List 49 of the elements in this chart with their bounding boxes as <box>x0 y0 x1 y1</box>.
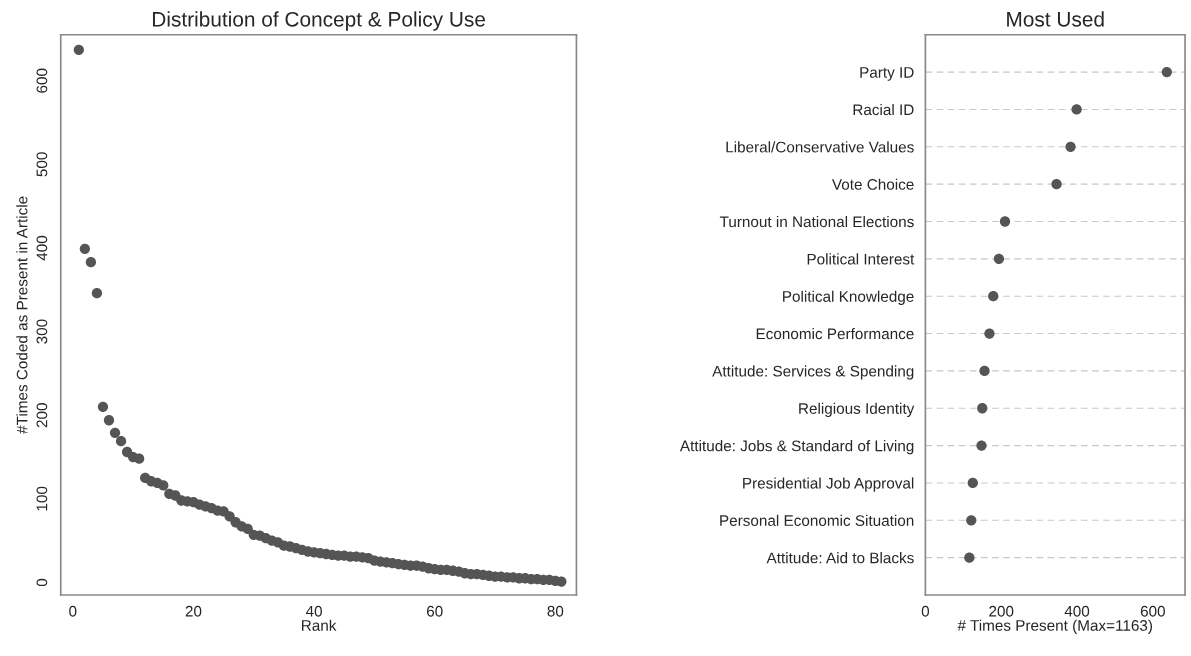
point <box>1051 179 1062 190</box>
x-tick-label: 40 <box>305 605 322 617</box>
x-axis-title: Rank <box>302 619 337 631</box>
x-tick-label: 200 <box>989 605 1014 617</box>
x-tick-label: 0 <box>921 605 930 617</box>
chart-title: Most Used <box>1007 11 1104 27</box>
point <box>999 216 1011 227</box>
y-tick-label: Economic Performance <box>756 328 914 340</box>
y-tick-label: Attitude: Jobs & Standard of Living <box>679 440 914 455</box>
y-tick-label: 200 <box>36 403 48 428</box>
y-tick-label: Political Knowledge <box>783 290 914 305</box>
y-tick-label: 300 <box>36 319 48 344</box>
y-tick-label: Liberal/Conservative Values <box>726 141 914 153</box>
point <box>979 365 990 377</box>
point <box>984 328 995 339</box>
y-tick-label: Presidential Job Approval <box>743 477 914 492</box>
y-tick-label: Vote Choice <box>831 178 914 190</box>
y-tick-label: Political Interest <box>807 253 915 265</box>
y-axis-title: #Times Coded as Present in Article <box>16 196 28 434</box>
x-axis-title: # Times Present (Max=1163) <box>957 619 1153 634</box>
point <box>993 253 1005 265</box>
y-tick-label: 0 <box>36 578 48 587</box>
point <box>966 515 977 526</box>
point <box>976 440 987 451</box>
x-tick-label: 60 <box>426 605 443 617</box>
y-tick-label: Attitude: Aid to Blacks <box>766 552 914 564</box>
y-tick-label: Racial ID <box>853 103 914 116</box>
y-tick-label: Party ID <box>860 67 914 81</box>
y-tick-label: 500 <box>36 152 48 177</box>
x-tick-label: 0 <box>69 605 77 617</box>
point <box>1065 141 1076 152</box>
y-tick-label: Religious Identity <box>799 402 915 417</box>
y-tick-label: 400 <box>36 235 48 261</box>
x-tick-label: 400 <box>1064 605 1090 617</box>
x-tick-label: 80 <box>547 605 564 617</box>
x-tick-label: 20 <box>185 605 202 617</box>
chart-title: Distribution of Concept & Policy Use <box>152 11 485 31</box>
point <box>967 477 978 489</box>
point <box>977 403 988 414</box>
y-tick-label: 600 <box>36 68 48 93</box>
point <box>1071 104 1082 115</box>
point <box>1161 66 1172 78</box>
y-tick-label: Personal Economic Situation <box>720 514 914 526</box>
x-tick-label: 600 <box>1140 605 1165 617</box>
point <box>988 291 999 302</box>
point <box>964 552 975 563</box>
y-tick-label: 100 <box>36 486 48 511</box>
y-tick-label: Turnout in National Elections <box>719 215 914 228</box>
y-tick-label: Attitude: Services & Spending <box>712 365 914 380</box>
